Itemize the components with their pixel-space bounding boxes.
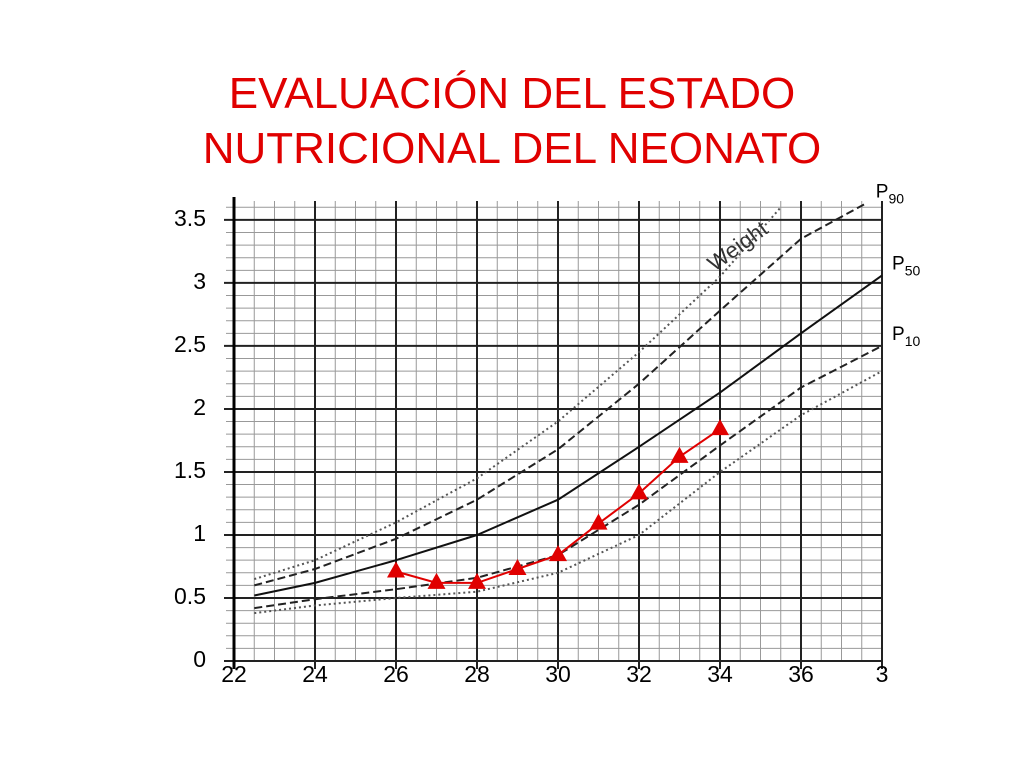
x-tick-label: 3 [876,661,889,687]
y-tick-label: 2.5 [174,331,206,357]
y-tick-label: 1 [193,520,206,546]
marker [711,419,729,436]
curve-label-sub: 10 [905,333,921,349]
curve-label: P90 [876,182,904,207]
curve-label-base: P [876,182,889,203]
annotation: Weight [703,216,773,276]
curve [254,345,883,610]
title-line: NUTRICIONAL DEL NEONATO [203,124,822,173]
y-tick-label: 3.5 [174,205,206,231]
marker [468,572,486,589]
marker [387,561,405,578]
x-tick-label: 26 [383,661,409,687]
x-tick-label: 30 [545,661,571,687]
y-tick-label: 2 [193,394,206,420]
x-tick-label: 24 [302,661,328,687]
marker [589,513,608,530]
curve [254,202,867,587]
marker [549,545,567,562]
curve [254,274,883,597]
marker [427,572,446,589]
y-tick-label: 3 [193,268,206,294]
marker [630,483,648,500]
curve-label: P10 [892,324,920,349]
x-tick-label: 36 [788,661,814,687]
y-tick-label: 0.5 [174,583,206,609]
marker [508,559,527,575]
x-tick-label: 34 [707,661,733,687]
curve-label-base: P [892,324,905,345]
curve [254,370,883,615]
y-tick-label: 0 [193,646,206,672]
curve-label: P50 [892,253,920,278]
y-tick-label: 1.5 [174,457,206,483]
curve-label-base: P [892,253,905,274]
curve-label-sub: 50 [905,262,921,278]
x-tick-label: 28 [464,661,490,687]
title-line: EVALUACIÓN DEL ESTADO [229,69,795,118]
x-tick-label: 32 [626,661,652,687]
marker [670,446,689,463]
curve-label-sub: 90 [888,191,904,207]
